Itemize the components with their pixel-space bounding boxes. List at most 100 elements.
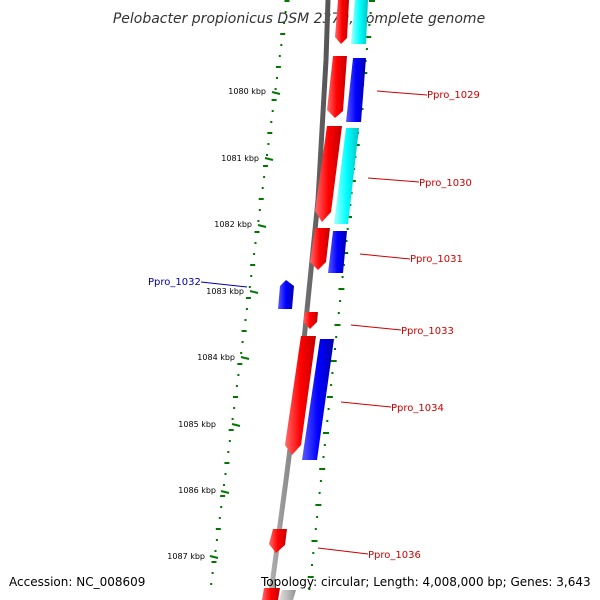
gc-dot xyxy=(240,352,243,354)
gc-dot xyxy=(257,220,260,222)
gene-arrow-reverse[interactable] xyxy=(302,339,334,460)
gene-arrow-forward[interactable] xyxy=(315,126,342,222)
gc-dot xyxy=(349,204,352,206)
gc-dot xyxy=(210,583,213,585)
gc-dot xyxy=(346,216,352,218)
gc-outer-dots xyxy=(210,0,290,585)
gc-dot xyxy=(342,264,345,266)
gene-label[interactable]: Ppro_1033 xyxy=(401,326,454,337)
gc-dot xyxy=(274,88,277,90)
gc-dot xyxy=(237,374,240,376)
gc-dot xyxy=(223,484,225,486)
gc-dot xyxy=(338,288,345,290)
gc-dot xyxy=(245,297,251,299)
gc-dot xyxy=(315,504,322,506)
gc-dot xyxy=(307,576,314,578)
gene-features xyxy=(262,0,368,600)
gc-dot xyxy=(244,319,247,321)
gc-dot xyxy=(326,420,329,422)
gc-dot xyxy=(263,165,268,167)
gene-label[interactable]: Ppro_1029 xyxy=(427,90,480,101)
gc-dot xyxy=(220,506,223,508)
accession-text: Accession: NC_008609 xyxy=(9,575,145,589)
gc-dot xyxy=(227,451,230,453)
gc-dot xyxy=(231,418,234,420)
gc-dot xyxy=(267,143,270,145)
genome-backbone xyxy=(267,0,331,600)
gc-dot xyxy=(254,231,260,233)
gene-arrow-reverse[interactable] xyxy=(278,280,294,309)
gene-arrow-forward[interactable] xyxy=(303,312,318,329)
gene-arrow-highlight[interactable] xyxy=(334,128,359,224)
gc-dot xyxy=(211,572,214,574)
label-leader-line xyxy=(376,90,428,96)
gc-dot xyxy=(248,286,251,288)
gene-label[interactable]: Ppro_1036 xyxy=(368,550,421,561)
gc-dot xyxy=(312,552,315,554)
gc-dot xyxy=(215,528,221,530)
gc-dot xyxy=(228,429,234,431)
gc-dot xyxy=(233,396,238,398)
ruler-tick xyxy=(271,91,281,95)
gc-dot xyxy=(283,22,286,24)
gc-dot xyxy=(311,540,318,542)
gc-dot xyxy=(330,360,337,362)
gc-dot xyxy=(275,66,281,68)
gc-dot xyxy=(215,539,218,541)
label-leader-line xyxy=(350,324,402,331)
gene-arrow-other[interactable] xyxy=(279,590,296,600)
gene-label[interactable]: Ppro_1031 xyxy=(410,254,463,265)
gc-dot xyxy=(233,407,236,409)
ruler-tick xyxy=(257,224,267,228)
ruler-tick xyxy=(240,356,250,360)
ruler-label: 1080 kbp xyxy=(228,87,266,96)
ruler-label: 1082 kbp xyxy=(214,220,252,229)
ruler-tick xyxy=(209,555,219,559)
gene-label[interactable]: Ppro_1034 xyxy=(391,403,444,414)
gene-label[interactable]: Ppro_1030 xyxy=(419,178,472,189)
gc-dot xyxy=(345,240,348,242)
gc-dot xyxy=(271,99,277,101)
gene-arrow-forward[interactable] xyxy=(310,228,330,270)
gc-dot xyxy=(323,444,326,446)
gc-dot xyxy=(270,121,273,123)
map-title: Pelobacter propionicus DSM 2379, complet… xyxy=(113,11,485,27)
gene-label[interactable]: Ppro_1032 xyxy=(148,277,201,288)
gc-dot xyxy=(253,253,256,255)
gc-dot xyxy=(339,300,342,302)
ruler-label: 1085 kbp xyxy=(178,420,216,429)
gene-arrow-forward[interactable] xyxy=(327,56,347,118)
ruler-tick xyxy=(264,157,274,161)
gc-dot xyxy=(250,264,256,266)
gc-dot xyxy=(369,12,372,14)
label-leader-line xyxy=(340,401,392,408)
gc-dot xyxy=(258,198,264,200)
gene-arrow-forward[interactable] xyxy=(262,588,280,600)
topology-text: Topology: circular; Length: 4,008,000 bp… xyxy=(260,575,591,589)
label-leader-line xyxy=(367,177,420,183)
gc-dot xyxy=(308,588,311,590)
gc-dot xyxy=(241,330,247,332)
gene-arrow-forward[interactable] xyxy=(269,529,287,553)
gc-dot xyxy=(271,110,274,112)
gc-dot xyxy=(368,24,371,26)
gc-dot xyxy=(284,0,290,2)
gene-arrow-reverse[interactable] xyxy=(328,231,347,273)
gc-dot xyxy=(334,324,341,326)
gene-arrow-reverse[interactable] xyxy=(346,58,366,122)
gc-dot xyxy=(335,336,338,338)
gc-dot xyxy=(254,242,257,244)
gene-arrow-forward[interactable] xyxy=(285,336,316,455)
gc-dot xyxy=(214,550,217,552)
gene-arrow-highlight[interactable] xyxy=(351,0,368,44)
gc-dot xyxy=(365,48,368,50)
gc-dot xyxy=(241,341,244,343)
gc-dot xyxy=(267,132,273,134)
gene-arrow-forward[interactable] xyxy=(335,0,349,44)
gc-dot xyxy=(224,462,230,464)
gc-dot xyxy=(235,385,238,387)
gc-dot xyxy=(322,456,325,458)
gc-dot xyxy=(278,55,281,57)
gc-dot xyxy=(337,312,340,314)
gc-dot xyxy=(237,363,243,365)
